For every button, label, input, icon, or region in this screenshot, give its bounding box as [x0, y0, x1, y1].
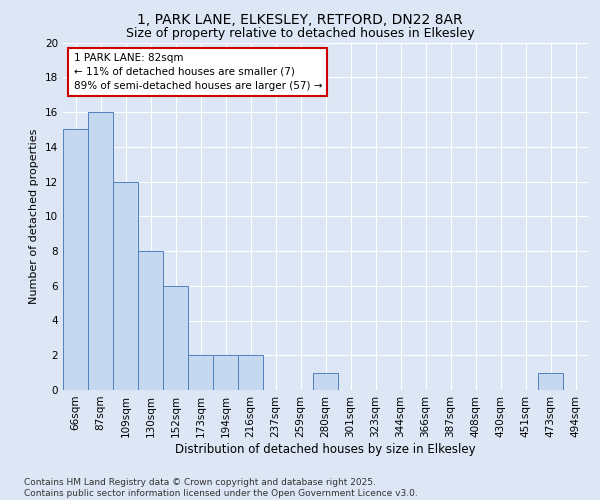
- Text: Size of property relative to detached houses in Elkesley: Size of property relative to detached ho…: [125, 28, 475, 40]
- Bar: [163, 286, 188, 390]
- Bar: [138, 251, 163, 390]
- Text: Contains HM Land Registry data © Crown copyright and database right 2025.
Contai: Contains HM Land Registry data © Crown c…: [24, 478, 418, 498]
- Bar: [113, 182, 138, 390]
- Bar: [313, 372, 338, 390]
- Bar: [63, 130, 88, 390]
- Text: 1, PARK LANE, ELKESLEY, RETFORD, DN22 8AR: 1, PARK LANE, ELKESLEY, RETFORD, DN22 8A…: [137, 12, 463, 26]
- Bar: [538, 372, 563, 390]
- Text: 1 PARK LANE: 82sqm
← 11% of detached houses are smaller (7)
89% of semi-detached: 1 PARK LANE: 82sqm ← 11% of detached hou…: [74, 53, 322, 91]
- Y-axis label: Number of detached properties: Number of detached properties: [29, 128, 40, 304]
- Bar: [213, 355, 238, 390]
- Bar: [238, 355, 263, 390]
- Bar: [88, 112, 113, 390]
- X-axis label: Distribution of detached houses by size in Elkesley: Distribution of detached houses by size …: [175, 442, 476, 456]
- Bar: [188, 355, 213, 390]
